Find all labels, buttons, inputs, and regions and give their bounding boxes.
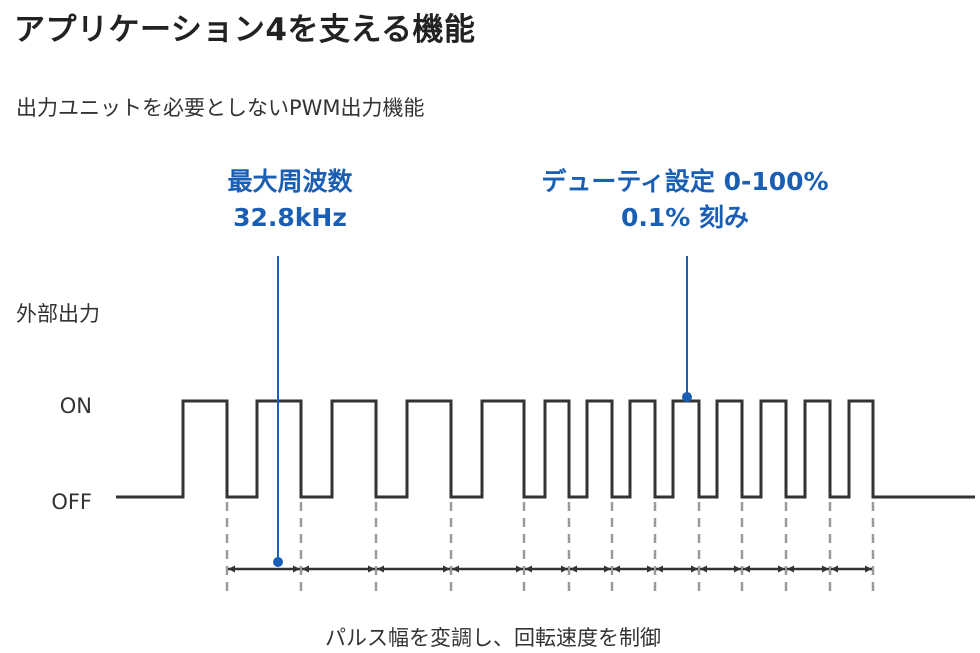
period-guides — [225, 502, 875, 598]
on-label: ON — [60, 394, 92, 418]
off-label: OFF — [51, 490, 92, 514]
frequency-label-line2: 32.8kHz — [233, 203, 347, 232]
page-subtitle: 出力ユニットを必要としないPWM出力機能 — [16, 96, 425, 120]
frequency-callout-dot — [273, 557, 283, 567]
frequency-label-line1: 最大周波数 — [227, 167, 353, 196]
duty-callout-dot — [682, 392, 692, 402]
duty-label-line1: デューティ設定 0-100% — [541, 167, 828, 196]
caption: パルス幅を変調し、回転速度を制御 — [325, 626, 661, 650]
duty-label-line2: 0.1% 刻み — [621, 203, 749, 232]
pwm-waveform — [116, 399, 975, 499]
axis-name: 外部出力 — [16, 302, 100, 326]
page-title: アプリケーション4を支える機能 — [14, 12, 476, 48]
